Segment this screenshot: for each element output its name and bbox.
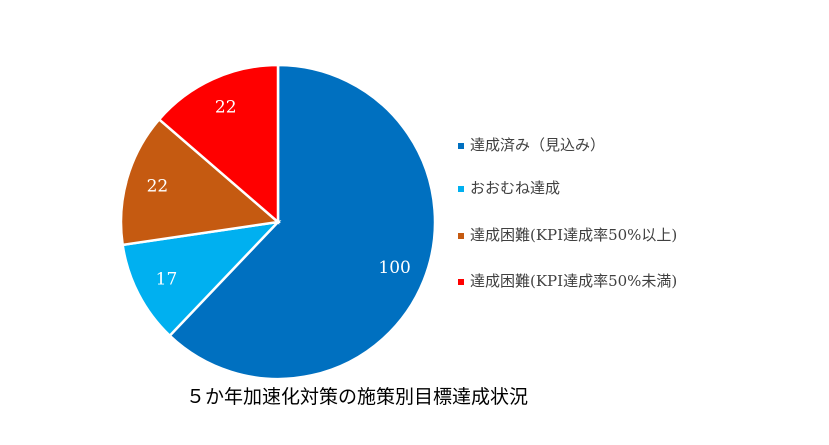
legend-label: 達成済み（見込み） bbox=[470, 136, 605, 154]
pie-slice bbox=[119, 117, 281, 247]
legend-label: おおむね達成 bbox=[470, 179, 560, 197]
data-label: 22 bbox=[147, 176, 169, 196]
data-label: 22 bbox=[215, 97, 237, 117]
data-label: 17 bbox=[156, 269, 178, 289]
legend-label: 達成困難(KPI達成率50%未満) bbox=[470, 272, 677, 290]
legend-swatch bbox=[458, 186, 464, 192]
pie-slice bbox=[167, 63, 437, 381]
legend-swatch bbox=[458, 233, 464, 239]
legend-swatch bbox=[458, 143, 464, 149]
legend-label: 達成困難(KPI達成率50%以上) bbox=[470, 226, 677, 244]
pie-slice bbox=[121, 220, 282, 338]
pie-slice bbox=[157, 63, 280, 225]
data-label: 100 bbox=[378, 258, 410, 278]
chart-title: ５か年加速化対策の施策別目標達成状況 bbox=[186, 386, 528, 408]
legend-swatch bbox=[458, 279, 464, 285]
